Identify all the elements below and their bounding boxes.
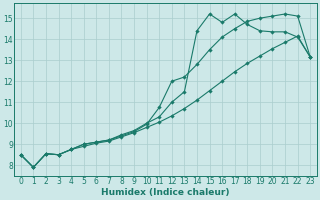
X-axis label: Humidex (Indice chaleur): Humidex (Indice chaleur) <box>101 188 230 197</box>
